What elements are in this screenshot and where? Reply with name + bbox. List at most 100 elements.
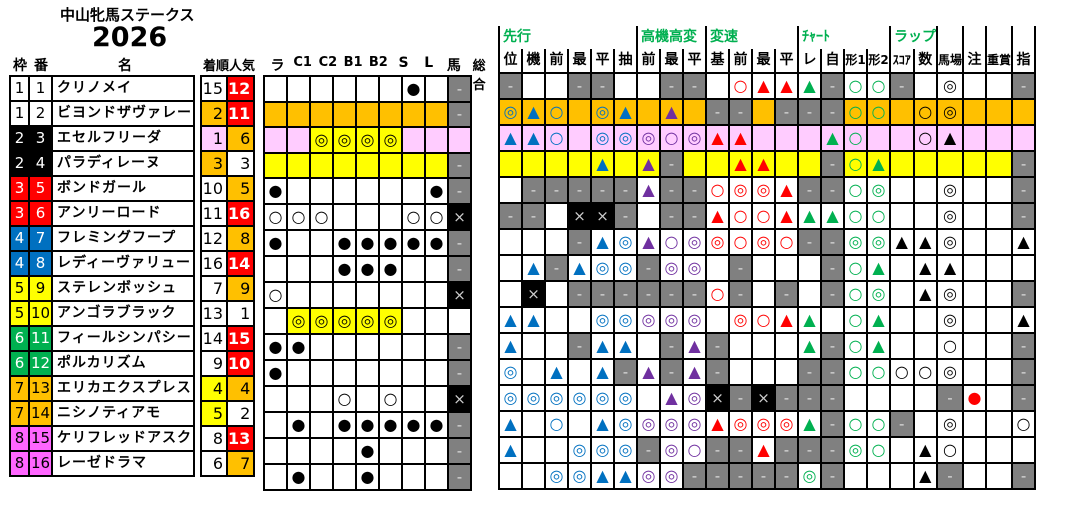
analysis-cell — [866, 384, 891, 412]
analysis-cell: ◎ — [567, 436, 592, 464]
dash-mark: - — [714, 102, 721, 121]
horse-row[interactable]: 3 6 アンリーロード — [9, 200, 195, 227]
horse-row[interactable]: 7 13 エリカエクスプレス — [9, 375, 195, 402]
horse-row[interactable]: 1 1 クリノメイ — [9, 75, 195, 102]
horse-number: 8 — [28, 250, 53, 277]
horse-row[interactable]: 1 2 ビヨンドザヴァレー — [9, 100, 195, 127]
analysis-cell: - — [774, 98, 799, 126]
triangle-icon: ▲ — [919, 466, 932, 485]
course-cell — [263, 307, 288, 335]
sub-header-row: 位機前最平抽前最平基前最平レ自形1 形2 ｽｺｱ数馬場注重賞指 — [498, 49, 1037, 73]
analysis-cell — [985, 202, 1014, 230]
horse-name[interactable]: ビヨンドザヴァレー — [51, 100, 195, 127]
analysis-cell: ○ — [705, 176, 730, 204]
course-cell — [378, 203, 403, 231]
mid-header: 総合 — [472, 59, 486, 93]
analysis-cell: - — [613, 280, 638, 308]
column-header: 平 — [682, 49, 707, 73]
dash-mark: - — [456, 259, 463, 278]
horse-row[interactable]: 4 8 レディーヴァリュー — [9, 250, 195, 277]
course-cell — [332, 101, 357, 128]
double-circle-icon: ◎ — [710, 232, 725, 251]
double-circle-icon: ◎ — [595, 440, 610, 459]
dash-mark: - — [530, 180, 537, 199]
course-cell — [263, 255, 288, 283]
course-cell — [447, 307, 472, 335]
analysis-cell — [985, 254, 1014, 282]
horse-name[interactable]: アンゴラブラック — [51, 300, 195, 327]
horse-row[interactable]: 5 10 アンゴラブラック — [9, 300, 195, 327]
column-header: 前 — [544, 49, 569, 73]
group-header — [935, 26, 965, 49]
dash-mark: - — [829, 154, 836, 173]
horse-name[interactable]: アンリーロード — [51, 200, 195, 227]
horse-row[interactable]: 7 14 ニシノティアモ — [9, 400, 195, 427]
horse-name[interactable]: フィールシンパシー — [51, 325, 195, 352]
course-cell: - — [447, 75, 472, 103]
horse-row[interactable]: 6 12 ポルカリズム — [9, 350, 195, 377]
course-cell: ● — [355, 229, 380, 257]
dash-mark: - — [806, 232, 813, 251]
horse-name[interactable]: ニシノティアモ — [51, 400, 195, 427]
analysis-cell: ▲ — [636, 150, 661, 178]
cross-icon: × — [596, 206, 609, 225]
triangle-icon: ▲ — [504, 310, 517, 329]
course-row: ● ● ● ● ● ● - — [263, 229, 472, 257]
analysis-cell: ▲ — [498, 332, 523, 360]
horse-row[interactable]: 2 3 エセルフリーダ — [9, 125, 195, 152]
horse-row[interactable]: 8 16 レーゼドラマ — [9, 450, 195, 477]
horse-name[interactable]: レーゼドラマ — [51, 450, 195, 477]
horse-name[interactable]: エセルフリーダ — [51, 125, 195, 152]
horse-name[interactable]: クリノメイ — [51, 75, 195, 102]
horse-name[interactable]: パラディレーヌ — [51, 150, 195, 177]
course-cell — [286, 281, 311, 309]
horse-row[interactable]: 5 9 ステレンボッシュ — [9, 275, 195, 302]
horse-name[interactable]: ステレンボッシュ — [51, 275, 195, 302]
analysis-cell: - — [820, 410, 845, 438]
horse-name[interactable]: フレミングフープ — [51, 225, 195, 252]
circle-icon: ○ — [268, 207, 283, 226]
double-circle-icon: ◎ — [618, 440, 633, 459]
column-header: 機 — [521, 49, 546, 73]
horse-name[interactable]: エリカエクスプレス — [51, 375, 195, 402]
double-circle-icon: ◎ — [664, 310, 679, 329]
dash-mark: - — [456, 467, 463, 486]
analysis-cell: - — [728, 254, 753, 282]
horse-row[interactable]: 6 11 フィールシンパシー — [9, 325, 195, 352]
analysis-cell — [985, 384, 1014, 412]
circle-icon: ○ — [848, 362, 863, 381]
analysis-cell: ◎ — [613, 254, 638, 282]
analysis-cell: ○ — [889, 358, 915, 386]
analysis-cell: ▲ — [636, 358, 661, 386]
course-cell: ● — [263, 333, 288, 361]
course-cell: ● — [286, 463, 311, 491]
double-circle-icon: ◎ — [641, 310, 656, 329]
horse-name[interactable]: ボンドガール — [51, 175, 195, 202]
horse-name[interactable]: ケリフレッドアスク — [51, 425, 195, 452]
mid-header: C1 — [293, 55, 312, 70]
analysis-cell: - — [659, 150, 684, 178]
analysis-cell: - — [567, 176, 592, 204]
horse-name[interactable]: レディーヴァリュー — [51, 250, 195, 277]
dash-mark: - — [737, 102, 744, 121]
horse-number: 15 — [28, 425, 53, 452]
course-cell — [309, 255, 334, 283]
horse-name[interactable]: ポルカリズム — [51, 350, 195, 377]
finish-position: 10 — [200, 175, 228, 202]
analysis-cell: ▲ — [751, 72, 776, 100]
dash-mark: - — [599, 180, 606, 199]
analysis-cell: - — [728, 436, 753, 464]
filled-circle-icon: ● — [383, 259, 398, 278]
analysis-cell: ▲ — [797, 332, 822, 360]
horse-number: 10 — [28, 300, 53, 327]
horse-row[interactable]: 8 15 ケリフレッドアスク — [9, 425, 195, 452]
horse-row[interactable]: 2 4 パラディレーヌ — [9, 150, 195, 177]
double-circle-icon: ◎ — [618, 232, 633, 251]
finish-position: 2 — [200, 100, 228, 127]
triangle-icon: ▲ — [596, 154, 609, 173]
horse-row[interactable]: 4 7 フレミングフープ — [9, 225, 195, 252]
horse-row[interactable]: 3 5 ボンドガール — [9, 175, 195, 202]
cross-icon: × — [711, 388, 724, 407]
double-circle-icon: ◎ — [618, 310, 633, 329]
analysis-cell: ▲ — [498, 124, 523, 152]
